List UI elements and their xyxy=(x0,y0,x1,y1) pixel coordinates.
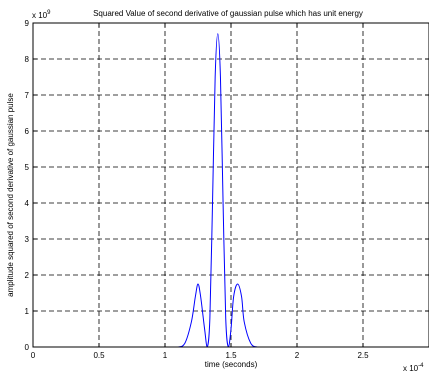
y-tick-label: 2 xyxy=(25,271,30,280)
x-axis-label: time (seconds) xyxy=(205,360,258,369)
y-tick-label: 7 xyxy=(25,91,30,100)
series-line xyxy=(32,33,429,348)
y-exponent-base: x 10 xyxy=(32,11,48,20)
svg-text:x 10-4: x 10-4 xyxy=(403,363,424,373)
x-tick-label: 2.5 xyxy=(357,351,369,360)
y-tick-label: 0 xyxy=(25,343,30,352)
y-exponent-power: 9 xyxy=(47,10,51,16)
x-tick-label: 2 xyxy=(295,351,300,360)
svg-text:x 109: x 109 xyxy=(32,10,51,20)
x-exponent-base: x 10 xyxy=(403,364,419,373)
tick-marks xyxy=(32,22,429,348)
x-tick-label: 1 xyxy=(163,351,168,360)
y-axis-label: amplitude squared of second derivative o… xyxy=(6,93,15,297)
y-tick-label: 4 xyxy=(25,199,30,208)
x-tick-label: 0.5 xyxy=(93,351,105,360)
tick-labels: 0 0.5 1 1.5 2 2.5 0 1 2 3 4 5 6 7 8 9 xyxy=(25,19,370,360)
chart-title: Squared Value of second derivative of ga… xyxy=(93,9,363,18)
y-tick-label: 8 xyxy=(25,55,30,64)
x-exponent-label: x 10-4 xyxy=(403,363,424,373)
y-tick-label: 6 xyxy=(25,127,30,136)
y-tick-label: 5 xyxy=(25,163,30,172)
y-exponent-label: x 109 xyxy=(32,10,51,20)
y-tick-label: 1 xyxy=(25,307,30,316)
x-tick-label: 1.5 xyxy=(225,351,237,360)
y-tick-label: 3 xyxy=(25,235,30,244)
y-tick-label: 9 xyxy=(25,19,30,28)
grid-lines xyxy=(33,23,429,347)
series-layer xyxy=(32,33,429,348)
x-exponent-power: -4 xyxy=(418,363,424,369)
x-tick-label: 0 xyxy=(31,351,36,360)
